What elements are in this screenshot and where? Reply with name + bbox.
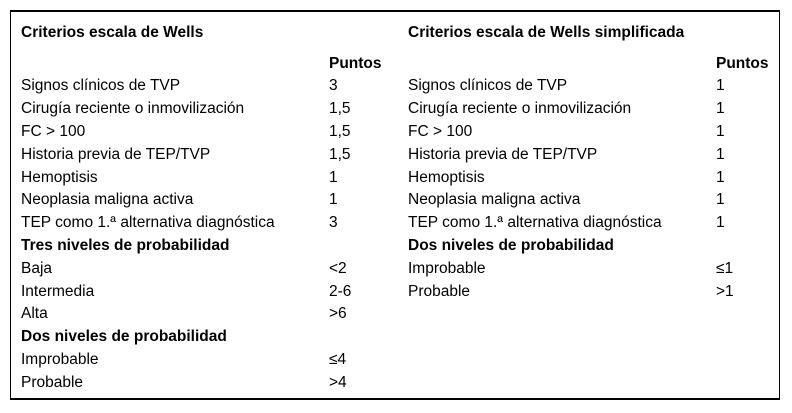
points-value: 1,5: [329, 145, 351, 163]
criteria-label: Hemoptisis: [21, 168, 98, 186]
wells-scale-rows: Signos clínicos de TVP 3 Cirugía reciente …: [21, 75, 408, 394]
points-value: 2-6: [329, 282, 352, 300]
points-value: 3: [329, 77, 338, 95]
wells-simplified-panel: Criterios escala de Wells simplificada P…: [408, 18, 773, 398]
criteria-label: TEP como 1.ª alternativa diagnóstica: [21, 214, 275, 232]
wells-simplified-rows: Signos clínicos de TVP 1 Cirugía reciente …: [408, 75, 773, 303]
criteria-label: Baja: [21, 259, 53, 277]
criteria-row: Signos clínicos de TVP 3: [21, 75, 408, 98]
criteria-label: Alta: [21, 305, 48, 323]
points-header-row: Puntos: [21, 53, 408, 75]
criteria-row: Neoplasia maligna activa 1: [21, 189, 408, 212]
criteria-row: Alta >6: [21, 303, 408, 326]
criteria-row: Hemoptisis 1: [21, 166, 408, 189]
criteria-row: Neoplasia maligna activa 1: [408, 189, 773, 212]
points-value: 1: [716, 77, 725, 95]
points-value: 1,5: [329, 122, 351, 140]
points-value: >4: [329, 373, 347, 391]
points-value: ≤4: [329, 350, 347, 368]
criteria-row: Probable >1: [408, 280, 773, 303]
wells-scale-panel: Criterios escala de Wells Puntos Signos …: [21, 18, 408, 398]
criteria-row: TEP como 1.ª alternativa diagnóstica 1: [408, 212, 773, 235]
points-value: 1: [716, 122, 725, 140]
section-subheader-row: Tres niveles de probabilidad: [21, 235, 408, 258]
criteria-label: Improbable: [408, 259, 486, 277]
criteria-label: Probable: [21, 373, 84, 391]
criteria-label: Cirugía reciente o inmovilización: [408, 100, 632, 118]
criteria-label: TEP como 1.ª alternativa diagnóstica: [408, 214, 662, 232]
criteria-label: Historia previa de TEP/TVP: [408, 145, 598, 163]
criteria-label: Hemoptisis: [408, 168, 485, 186]
section-subheader-label: Dos niveles de probabilidad: [21, 328, 227, 346]
points-value: 1: [329, 191, 338, 209]
criteria-row: Improbable ≤4: [21, 349, 408, 372]
criteria-label: Cirugía reciente o inmovilización: [21, 100, 245, 118]
points-column-header: Puntos: [329, 55, 382, 72]
wells-criteria-table: Criterios escala de Wells Puntos Signos …: [10, 10, 780, 400]
criteria-row: Cirugía reciente o inmovilización 1,5: [21, 98, 408, 121]
points-value: 3: [329, 214, 338, 232]
criteria-row: Improbable ≤1: [408, 257, 773, 280]
criteria-row: Signos clínicos de TVP 1: [408, 75, 773, 98]
points-value: 1: [716, 168, 725, 186]
points-value: 1: [716, 100, 725, 118]
points-value: ≤1: [716, 259, 734, 277]
points-header-row: Puntos: [408, 53, 773, 75]
points-value: 1: [329, 168, 338, 186]
wells-scale-title: Criterios escala de Wells: [21, 24, 204, 41]
points-value: 1: [716, 145, 725, 163]
criteria-row: Baja <2: [21, 257, 408, 280]
criteria-label: Intermedia: [21, 282, 95, 300]
points-value: <2: [329, 259, 347, 277]
points-value: >6: [329, 305, 347, 323]
criteria-label: Signos clínicos de TVP: [408, 77, 568, 95]
section-subheader-label: Tres niveles de probabilidad: [21, 236, 230, 254]
criteria-label: Improbable: [21, 350, 99, 368]
criteria-label: Probable: [408, 282, 471, 300]
criteria-row: FC > 100 1,5: [21, 121, 408, 144]
criteria-row: Hemoptisis 1: [408, 166, 773, 189]
criteria-label: Signos clínicos de TVP: [21, 77, 181, 95]
criteria-row: Historia previa de TEP/TVP 1,5: [21, 143, 408, 166]
points-value: 1: [716, 214, 725, 232]
criteria-label: Neoplasia maligna activa: [21, 191, 194, 209]
criteria-row: Cirugía reciente o inmovilización 1: [408, 98, 773, 121]
wells-simplified-title: Criterios escala de Wells simplificada: [408, 24, 685, 41]
section-subheader-row: Dos niveles de probabilidad: [21, 326, 408, 349]
criteria-row: FC > 100 1: [408, 121, 773, 144]
criteria-row: Historia previa de TEP/TVP 1: [408, 143, 773, 166]
criteria-row: Intermedia 2-6: [21, 280, 408, 303]
points-column-header: Puntos: [716, 55, 769, 72]
points-value: 1,5: [329, 100, 351, 118]
criteria-row: TEP como 1.ª alternativa diagnóstica 3: [21, 212, 408, 235]
points-value: >1: [716, 282, 734, 300]
section-subheader-row: Dos niveles de probabilidad: [408, 235, 773, 258]
section-subheader-label: Dos niveles de probabilidad: [408, 236, 614, 254]
criteria-row: Probable >4: [21, 371, 408, 394]
criteria-label: FC > 100: [408, 122, 473, 140]
criteria-label: FC > 100: [21, 122, 86, 140]
points-value: 1: [716, 191, 725, 209]
criteria-label: Neoplasia maligna activa: [408, 191, 581, 209]
criteria-label: Historia previa de TEP/TVP: [21, 145, 211, 163]
